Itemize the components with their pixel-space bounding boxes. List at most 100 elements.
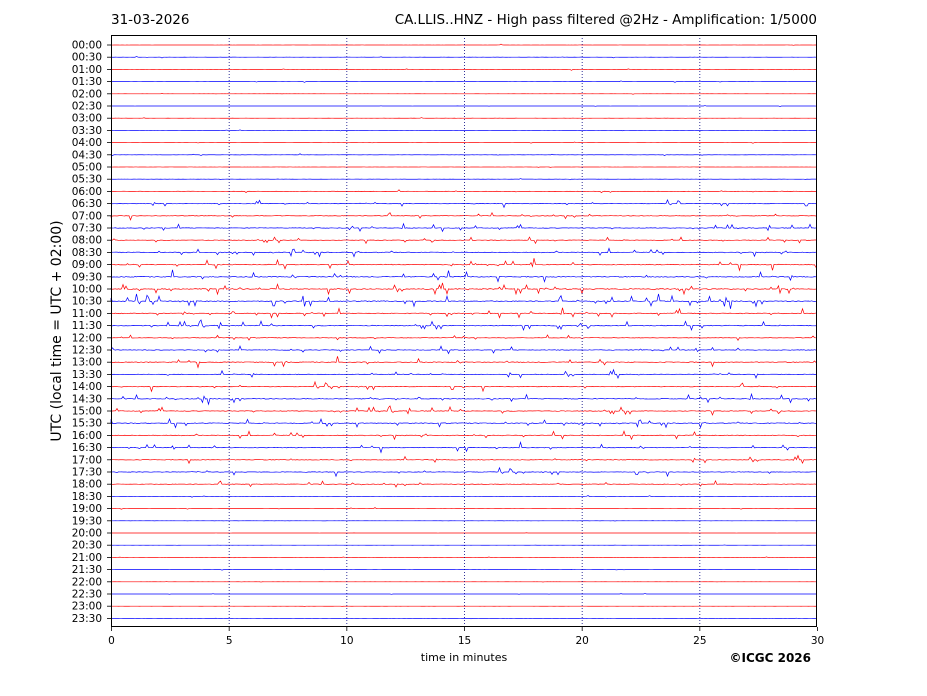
trace-row-1200	[110, 334, 817, 341]
trace-row-0400	[110, 141, 817, 144]
row-label: 22:30	[72, 589, 102, 601]
row-label: 03:30	[72, 125, 102, 137]
trace-row-1700	[110, 454, 817, 465]
trace-row-0800	[110, 236, 817, 245]
row-label: 05:00	[72, 162, 102, 174]
row-label: 23:00	[72, 601, 102, 613]
row-label: 10:30	[72, 296, 102, 308]
row-label: 17:30	[72, 467, 102, 479]
x-tick-label: 15	[458, 635, 471, 647]
trace-row-1900	[110, 507, 817, 510]
trace-row-0000	[110, 43, 816, 46]
row-label: 00:00	[72, 40, 102, 52]
row-label: 12:30	[72, 345, 102, 357]
trace-row-1000	[110, 282, 817, 296]
row-label: 22:00	[72, 576, 102, 588]
trace-row-0900	[110, 258, 817, 272]
row-label: 12:00	[72, 332, 102, 344]
trace-row-2100	[110, 556, 817, 559]
trace-row-0030	[110, 55, 817, 59]
row-label: 03:00	[72, 113, 102, 125]
row-label: 01:00	[72, 64, 102, 76]
row-label: 16:30	[72, 442, 102, 454]
trace-row-0930	[110, 269, 817, 283]
plot-frame	[111, 35, 817, 627]
row-label: 06:00	[72, 186, 102, 198]
trace-row-0430	[110, 153, 817, 156]
row-label: 06:30	[72, 198, 102, 210]
x-tick-label: 25	[693, 635, 706, 647]
row-label: 19:00	[72, 503, 102, 515]
row-label: 11:00	[72, 308, 102, 320]
trace-row-2330	[110, 617, 817, 620]
row-label: 13:30	[72, 369, 102, 381]
trace-row-2230	[110, 593, 817, 595]
trace-row-2030	[110, 544, 817, 546]
row-label: 14:00	[72, 381, 102, 393]
trace-row-1530	[110, 417, 817, 429]
trace-row-1430	[110, 392, 817, 406]
trace-row-1500	[110, 405, 817, 416]
row-label: 21:30	[72, 564, 102, 576]
row-label: 18:00	[72, 479, 102, 491]
trace-row-0300	[110, 117, 817, 120]
trace-row-1330	[110, 368, 817, 380]
row-label: 11:30	[72, 320, 102, 332]
trace-row-0730	[110, 222, 817, 233]
trace-row-2130	[110, 569, 817, 571]
row-label: 23:30	[72, 613, 102, 625]
x-tick-label: 5	[226, 635, 233, 647]
row-label: 20:00	[72, 528, 102, 540]
date-label: 31-03-2026	[111, 12, 190, 28]
trace-row-1400	[110, 380, 817, 393]
row-label: 07:00	[72, 210, 102, 222]
trace-row-0630	[110, 199, 817, 209]
row-label: 09:30	[72, 271, 102, 283]
row-label: 01:30	[72, 76, 102, 88]
row-label: 00:30	[72, 52, 102, 64]
trace-row-0530	[110, 178, 817, 181]
row-label: 09:00	[72, 259, 102, 271]
trace-row-1130	[110, 319, 817, 332]
row-label: 02:30	[72, 101, 102, 113]
row-label: 21:00	[72, 552, 102, 564]
trace-row-1730	[110, 466, 817, 478]
row-label: 15:00	[72, 406, 102, 418]
row-label: 10:00	[72, 284, 102, 296]
row-label: 04:30	[72, 149, 102, 161]
trace-row-0230	[110, 105, 817, 107]
trace-row-0830	[110, 247, 817, 258]
trace-row-1600	[110, 430, 817, 441]
chart-title: CA.LLIS..HNZ - High pass filtered @2Hz -…	[394, 12, 817, 28]
row-label: 07:30	[72, 223, 102, 235]
x-axis-label: time in minutes	[420, 651, 508, 664]
trace-row-0600	[110, 189, 817, 194]
trace-row-1300	[110, 356, 817, 369]
row-label: 20:30	[72, 540, 102, 552]
x-tick-label: 10	[340, 635, 353, 647]
trace-row-0700	[110, 211, 817, 221]
row-label: 16:00	[72, 430, 102, 442]
trace-row-1800	[110, 480, 817, 488]
trace-row-1100	[110, 307, 817, 319]
row-label: 02:00	[72, 88, 102, 100]
x-tick-label: 0	[108, 635, 115, 647]
row-label: 15:30	[72, 418, 102, 430]
copyright-label: ©ICGC 2026	[729, 651, 811, 665]
trace-row-0130	[110, 80, 817, 83]
trace-row-0100	[110, 68, 817, 71]
trace-row-1830	[110, 495, 817, 498]
trace-row-1230	[110, 345, 817, 355]
row-label: 08:00	[72, 235, 102, 247]
row-label: 04:00	[72, 137, 102, 149]
trace-row-1630	[110, 440, 817, 454]
trace-row-0200	[110, 93, 817, 95]
trace-row-1030	[110, 293, 817, 309]
y-axis-label: UTC (local time = UTC + 02:00)	[49, 220, 65, 442]
row-label: 17:00	[72, 454, 102, 466]
x-tick-label: 20	[575, 635, 588, 647]
row-label: 08:30	[72, 247, 102, 259]
row-label: 05:30	[72, 174, 102, 186]
row-label: 19:30	[72, 515, 102, 527]
